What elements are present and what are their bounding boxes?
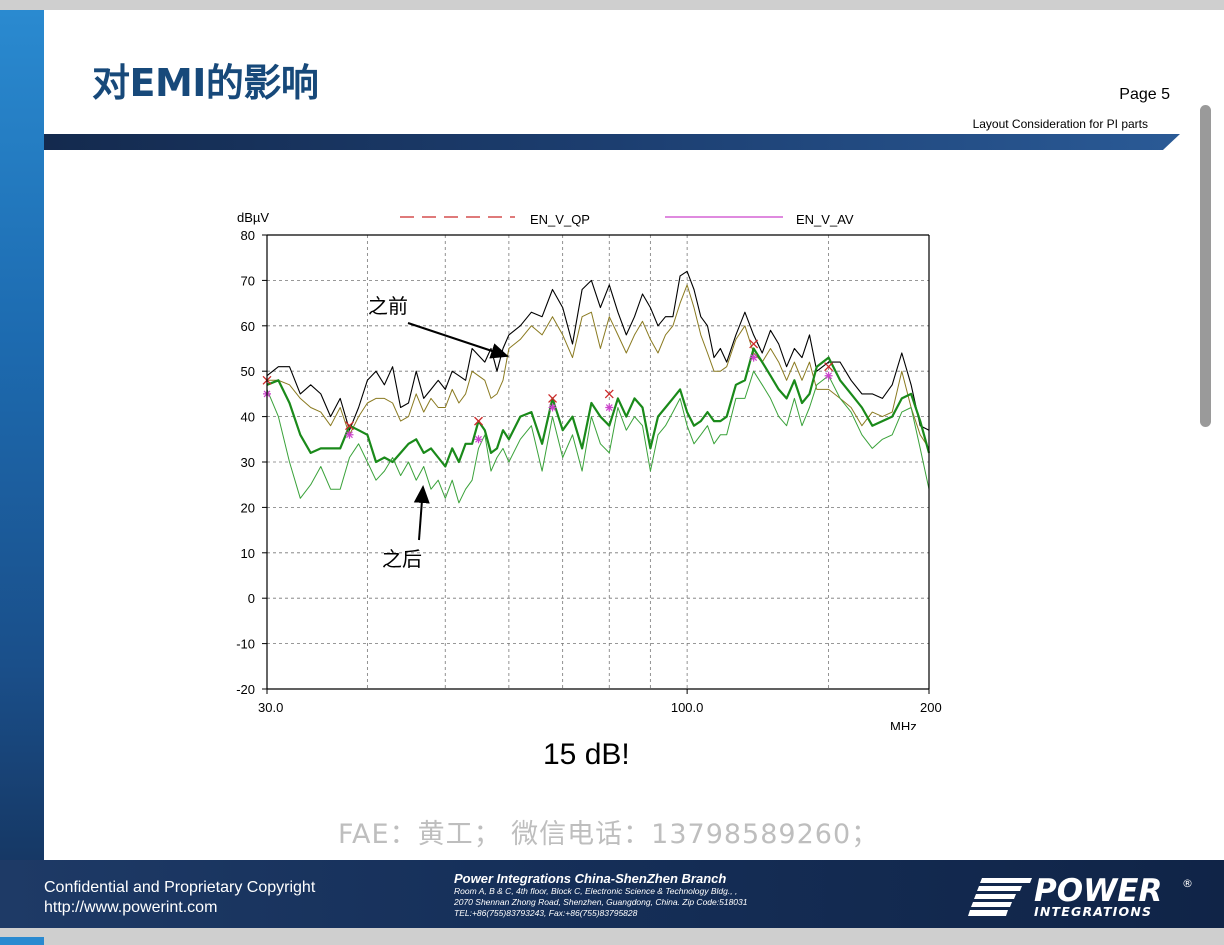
qp-marker [824, 362, 834, 372]
x-tick-label: 100.0 [671, 700, 704, 715]
left-accent-bar [0, 10, 44, 945]
av-marker [824, 371, 833, 380]
y-tick-label: 30 [241, 455, 255, 470]
footer-branch-address-1: Room A, B & C, 4th floor, Block C, Elect… [454, 886, 738, 896]
series-line-0 [266, 270, 930, 431]
footer-branch-phone: TEL:+86(755)83793243, Fax:+86(755)837958… [454, 908, 638, 918]
x-tick-label: 200 [920, 700, 942, 715]
annotation-after-label: 之后 [382, 547, 422, 571]
series-line-3 [266, 370, 930, 504]
power-integrations-logo: POWER ® INTEGRATIONS [968, 873, 1193, 919]
footer-website-link[interactable]: http://www.powerint.com [44, 899, 218, 916]
x-axis-label: MHz [890, 719, 917, 730]
header-band [44, 134, 1180, 150]
chart-series [266, 270, 931, 504]
logo-subword: INTEGRATIONS [1034, 904, 1152, 919]
logo-wordmark: POWER [1034, 873, 1162, 909]
qp-marker [749, 339, 759, 349]
qp-marker [548, 393, 558, 403]
x-tick-label: 30.0 [258, 700, 283, 715]
footer-copyright-line1: Confidential and Proprietary Copyright [44, 879, 316, 896]
vertical-scrollbar[interactable] [1200, 105, 1211, 427]
legend-qp-label: EN_V_QP [530, 212, 590, 227]
footer-branch-title: Power Integrations China-ShenZhen Branch [454, 871, 727, 886]
bottom-strip [0, 928, 1224, 945]
series-line-2 [266, 347, 931, 468]
av-marker [474, 435, 483, 444]
footer-copyright: Confidential and Proprietary Copyright h… [44, 878, 315, 918]
y-tick-label: -10 [236, 637, 255, 652]
bottom-left-accent [0, 937, 44, 945]
annotation-before-arrow [407, 322, 509, 359]
slide-title: 对EMI的影响 [92, 61, 319, 105]
annotation-before-label: 之前 [368, 294, 408, 318]
footer-branch-address-2: 2070 Shennan Zhong Road, Shenzhen, Guang… [454, 897, 748, 907]
slide-subtitle: Layout Consideration for PI parts [972, 117, 1148, 131]
av-marker [548, 403, 557, 412]
page-number: Page 5 [1119, 86, 1170, 103]
series-line-1 [267, 284, 930, 449]
av-marker [605, 403, 614, 412]
y-tick-label: 80 [241, 228, 255, 243]
y-tick-label: 0 [248, 591, 255, 606]
y-tick-label: 70 [241, 273, 255, 288]
chart-grid [267, 235, 929, 689]
qp-marker [604, 389, 614, 399]
y-tick-label: -20 [236, 682, 255, 697]
y-axis-label: dBµV [237, 210, 269, 225]
logo-stripes-icon [968, 878, 1032, 916]
footer-bar [0, 860, 1224, 928]
legend-av-label: EN_V_AV [796, 212, 854, 227]
top-strip [0, 0, 1224, 10]
qp-marker [345, 421, 354, 431]
watermark-text: FAE：黄工； 微信电话：13798589260； [338, 819, 880, 850]
qp-marker [474, 416, 483, 426]
slide-content-area [44, 10, 1224, 860]
y-tick-label: 20 [241, 500, 255, 515]
chart-annotations: 之前 之后 [368, 294, 509, 571]
annotation-after-arrow [413, 485, 430, 541]
av-marker [749, 353, 758, 362]
chart-legend: EN_V_QP EN_V_AV [400, 212, 854, 227]
av-marker [345, 430, 354, 439]
y-tick-label: 60 [241, 319, 255, 334]
y-tick-label: 50 [241, 364, 255, 379]
logo-registered-mark: ® [1182, 877, 1193, 890]
chart-markers [262, 339, 834, 444]
chart-caption: 15 dB! [543, 738, 630, 771]
y-tick-label: 10 [241, 546, 255, 561]
footer-branch-info: Power Integrations China-ShenZhen Branch… [454, 871, 747, 919]
y-tick-label: 40 [241, 410, 255, 425]
